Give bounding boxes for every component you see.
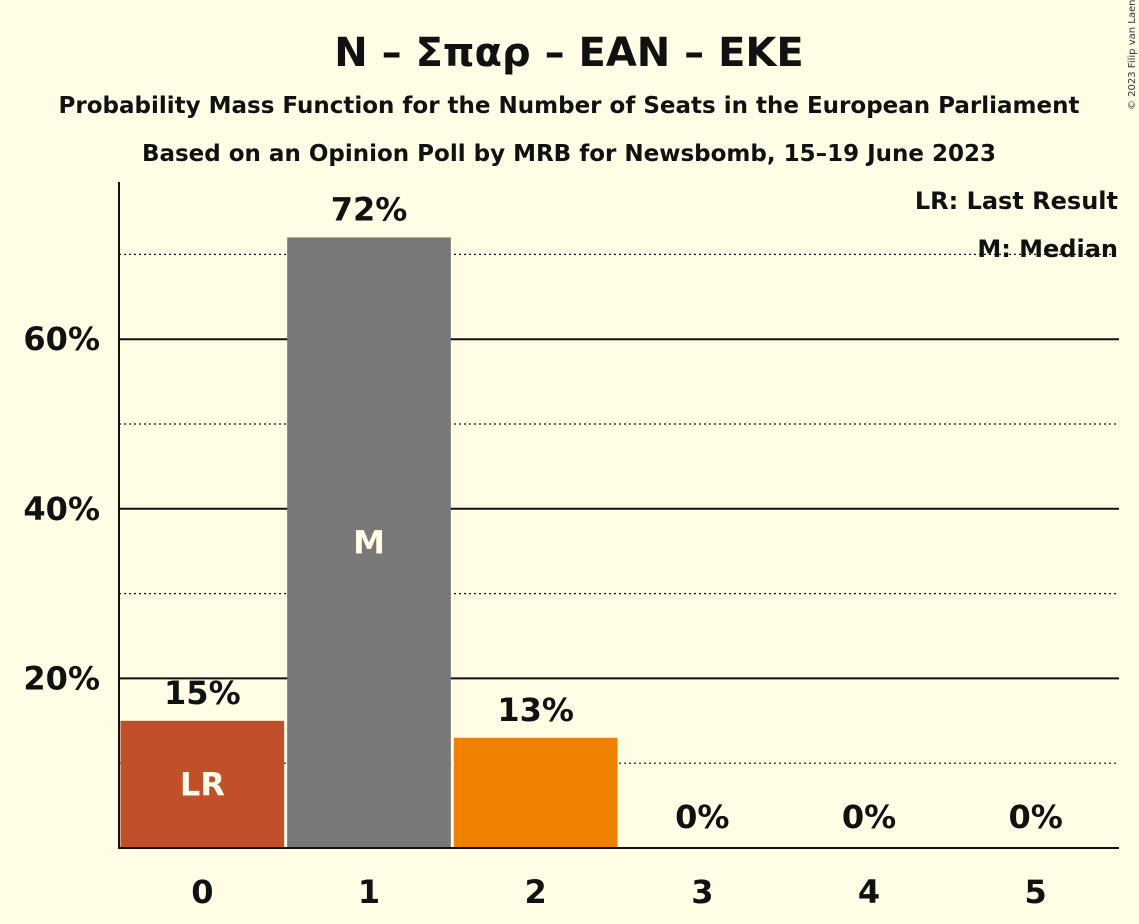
x-tick-label: 4: [858, 873, 880, 911]
y-tick-label: 20%: [23, 659, 100, 697]
y-tick-label: 40%: [23, 490, 100, 528]
value-label-3: 0%: [675, 798, 729, 836]
x-tick-label: 0: [191, 873, 213, 911]
bar-0: [120, 720, 285, 848]
value-labels: 15% LR 72% M 13% 0% 0% 0%: [164, 190, 1063, 836]
bar-1: [287, 237, 451, 848]
value-label-4: 0%: [842, 798, 896, 836]
value-label-5: 0%: [1009, 798, 1063, 836]
copyright-note: © 2023 Filip van Laenen: [1127, 0, 1138, 110]
value-label-0: 15%: [164, 674, 241, 712]
y-tick-label: 60%: [23, 320, 100, 358]
bar-2: [453, 737, 618, 848]
gridlines: [119, 253, 1119, 764]
legend-last-result: LR: Last Result: [915, 187, 1118, 215]
legend-median: M: Median: [977, 235, 1118, 263]
x-tick-label: 5: [1025, 873, 1047, 911]
chart-source-line: Based on an Opinion Poll by MRB for News…: [142, 141, 996, 167]
x-tick-label: 3: [691, 873, 713, 911]
y-axis-ticks: 20% 40% 60%: [23, 320, 100, 697]
bars: [120, 237, 618, 848]
x-tick-label: 2: [525, 873, 547, 911]
chart-subtitle: Probability Mass Function for the Number…: [59, 93, 1080, 119]
x-axis-ticks: 0 1 2 3 4 5: [191, 873, 1047, 911]
bar-marker-lr: LR: [180, 765, 225, 803]
value-label-2: 13%: [497, 691, 574, 729]
chart-title: N – Σπαρ – EAN – EKE: [334, 30, 804, 76]
bar-marker-m: M: [353, 524, 385, 562]
value-label-1: 72%: [331, 190, 408, 228]
x-tick-label: 1: [358, 873, 380, 911]
